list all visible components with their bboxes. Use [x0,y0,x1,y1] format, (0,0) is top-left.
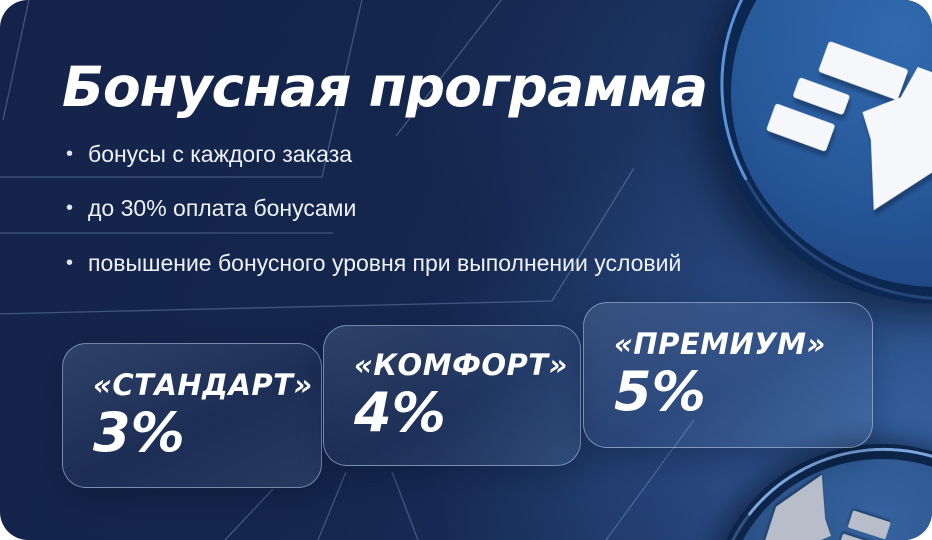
tier-card-comfort: «КОМФОРТ» 4% [323,325,581,466]
benefit-text: до 30% оплата бонусами [88,195,357,222]
bullet-dot-icon: • [66,143,74,165]
bullet-dot-icon: • [66,251,74,274]
benefit-text: бонусы с каждого заказа [88,141,353,167]
benefit-text: повышение бонусного уровня при выполнени… [88,249,682,276]
benefits-list: • бонусы с каждого заказа • до 30% оплат… [66,141,681,304]
list-item: • бонусы с каждого заказа [66,141,681,167]
tier-card-premium: «ПРЕМИУМ» 5% [583,302,873,448]
tier-name: «ПРЕМИУМ» [614,327,826,362]
tier-value: 3% [93,400,185,464]
tier-value: 4% [354,380,446,444]
tier-name: «КОМФОРТ» [354,347,568,382]
tier-card-standard: «СТАНДАРТ» 3% [62,343,322,488]
list-item: • повышение бонусного уровня при выполне… [66,250,681,276]
tier-name: «СТАНДАРТ» [93,367,313,402]
tier-value: 5% [614,360,706,424]
banner-title: Бонусная программа [62,55,708,119]
list-item: • до 30% оплата бонусами [66,195,681,221]
bullet-dot-icon: • [66,197,74,220]
